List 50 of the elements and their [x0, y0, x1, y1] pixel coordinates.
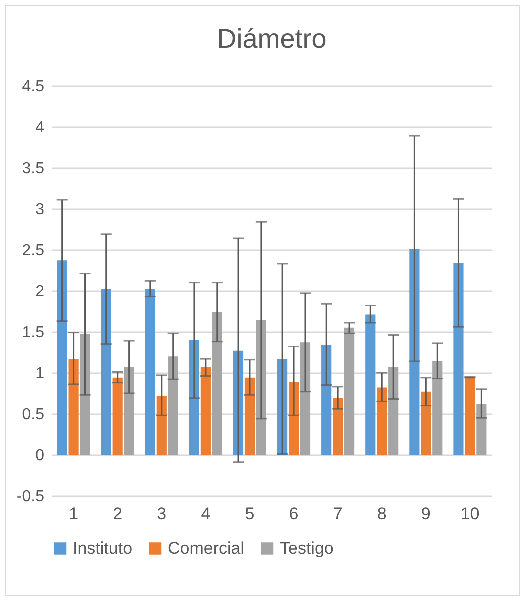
bar	[432, 362, 443, 455]
bar	[322, 345, 332, 455]
x-tick-label: 2	[113, 504, 123, 524]
bar	[112, 378, 123, 455]
bar	[388, 367, 399, 455]
y-tick-label: 0	[36, 448, 45, 464]
bar	[80, 334, 90, 455]
bar	[189, 340, 200, 455]
bar	[333, 398, 344, 455]
bar	[377, 388, 388, 455]
bar	[145, 289, 156, 455]
bar	[57, 260, 68, 455]
x-tick-label: 4	[201, 504, 211, 524]
x-tick-label: 5	[245, 504, 255, 524]
x-tick-label: 3	[157, 504, 167, 524]
y-tick-label: 0.5	[22, 406, 45, 424]
x-tick-label: 9	[421, 504, 431, 524]
bar	[200, 367, 211, 455]
bar	[124, 367, 134, 455]
y-tick-label: 4	[36, 120, 45, 136]
x-tick-label: 10	[460, 504, 480, 524]
bar	[156, 396, 167, 455]
bar	[476, 404, 487, 455]
y-tick-label: -0.5	[16, 488, 45, 506]
bar	[465, 378, 476, 455]
bar	[212, 312, 222, 455]
chart-title: Diámetro	[217, 24, 327, 54]
y-tick-label: 2.5	[22, 242, 45, 260]
x-tick-label: 8	[377, 504, 387, 524]
bar	[168, 356, 178, 455]
x-tick-label: 1	[69, 504, 79, 524]
x-tick-label: 7	[333, 504, 343, 524]
bar	[454, 263, 464, 455]
bar	[244, 378, 256, 455]
legend-label: Instituto	[73, 538, 133, 558]
y-tick-label: 2	[36, 284, 45, 300]
bar	[68, 359, 79, 455]
bar	[344, 328, 355, 455]
y-tick-label: 1	[36, 366, 45, 382]
bar	[421, 392, 432, 455]
legend-label: Testigo	[280, 538, 334, 558]
x-tick-label: 6	[289, 504, 299, 524]
y-tick-label: 3	[36, 202, 45, 218]
legend-label: Comercial	[168, 538, 245, 558]
bar	[101, 289, 112, 455]
y-tick-label: 3.5	[22, 160, 45, 178]
y-tick-label: 1.5	[22, 324, 45, 342]
bar	[410, 249, 420, 455]
y-tick-label: 4.5	[22, 78, 45, 96]
bar	[366, 314, 376, 455]
